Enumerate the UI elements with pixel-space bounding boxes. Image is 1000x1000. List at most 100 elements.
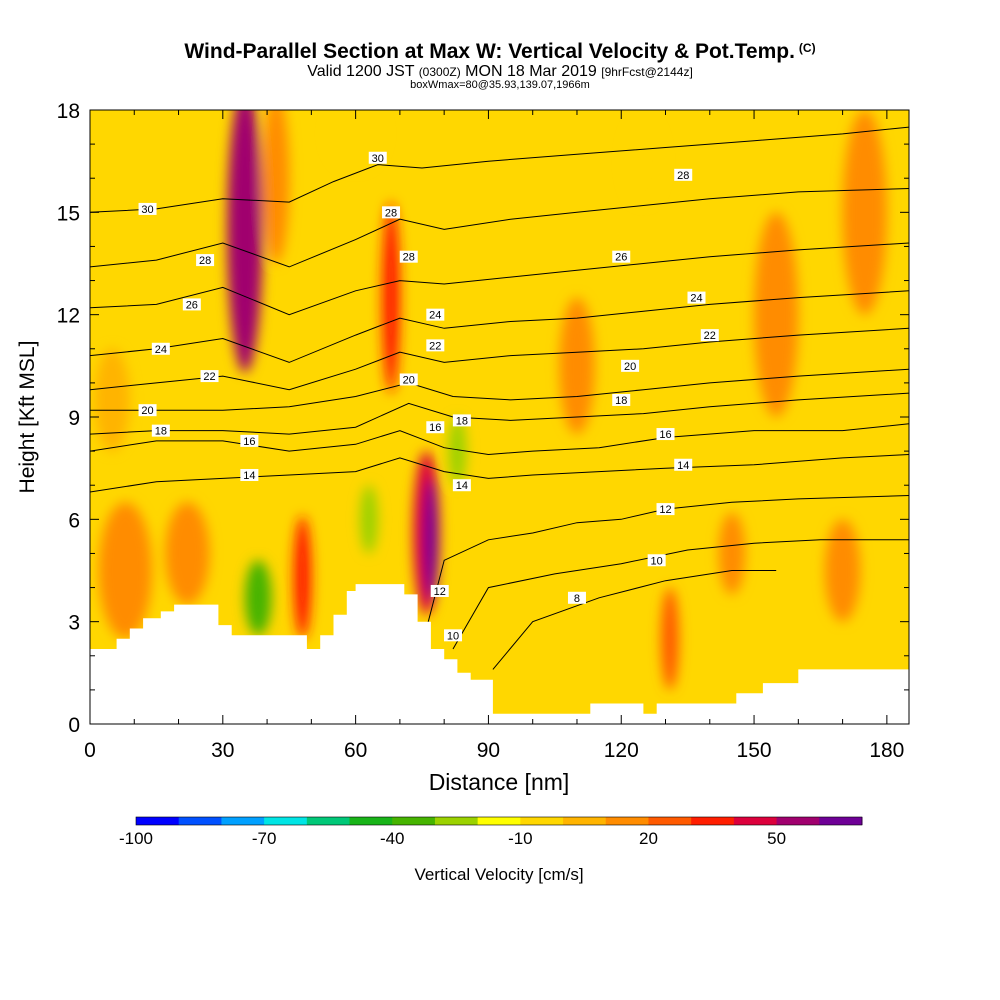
svg-text:30: 30 <box>372 153 384 165</box>
velocity-feature-10 <box>165 502 210 605</box>
forecast-info: [9hrFcst@2144z] <box>601 65 693 79</box>
colorbar-tick-5: 50 <box>767 829 786 848</box>
colorbar-swatch-8 <box>477 817 521 825</box>
isentrope-label-6: 18 <box>151 424 170 438</box>
velocity-feature-9 <box>98 502 152 639</box>
isentrope-label-3: 24 <box>151 342 170 356</box>
isentrope-16-4 <box>90 423 909 456</box>
isentrope-label-13: 22 <box>426 339 445 352</box>
velocity-feature-20 <box>94 348 130 452</box>
svg-text:22: 22 <box>429 340 441 352</box>
box-info: boxWmax=80@35.93,139.07,1966m <box>410 79 590 91</box>
svg-text:14: 14 <box>677 460 689 472</box>
isentrope-label-30: 28 <box>674 168 693 182</box>
svg-text:18: 18 <box>615 395 627 407</box>
colorbar-swatch-12 <box>648 817 692 825</box>
x-tick-label-1: 30 <box>211 739 234 762</box>
isentrope-label-12: 24 <box>426 308 445 322</box>
svg-text:28: 28 <box>199 255 211 267</box>
valid-prefix: Valid 1200 JST <box>307 63 415 80</box>
isentrope-label-5: 20 <box>138 404 157 417</box>
isentrope-label-21: 10 <box>647 554 666 567</box>
svg-text:14: 14 <box>243 470 255 482</box>
x-tick-label-5: 150 <box>737 739 772 762</box>
svg-text:20: 20 <box>141 405 153 417</box>
x-tick-label-4: 120 <box>604 739 639 762</box>
isentrope-label-2: 26 <box>182 298 201 311</box>
svg-text:24: 24 <box>690 293 702 305</box>
x-axis-label: Distance [nm] <box>429 769 570 795</box>
velocity-field-background <box>90 110 909 724</box>
isentrope-label-14: 20 <box>399 373 418 386</box>
svg-text:12: 12 <box>434 586 446 598</box>
velocity-feature-2 <box>382 202 400 394</box>
svg-text:22: 22 <box>203 371 215 383</box>
isentrope-label-19: 10 <box>444 629 463 642</box>
isentrope-label-16: 18 <box>452 414 471 427</box>
y-tick-label-2: 6 <box>68 509 80 532</box>
colorbar-swatch-13 <box>691 817 735 825</box>
isentrope-label-24: 16 <box>656 428 675 441</box>
isentrope-22-7 <box>90 327 909 391</box>
velocity-feature-8 <box>448 417 467 486</box>
colorbar-swatch-10 <box>563 817 607 825</box>
isentrope-label-0: 30 <box>138 202 157 216</box>
colorbar-swatch-4 <box>306 817 351 825</box>
svg-text:26: 26 <box>615 252 627 264</box>
colorbar-tick-2: -40 <box>380 829 405 848</box>
isentrope-14-3 <box>90 454 909 493</box>
isentrope-label-8: 14 <box>240 468 259 482</box>
svg-text:28: 28 <box>385 207 397 219</box>
isentrope-label-4: 22 <box>200 370 219 383</box>
valid-date: MON 18 Mar 2019 <box>465 63 597 80</box>
velocity-feature-15 <box>559 297 595 435</box>
isentrope-30-11 <box>90 126 909 213</box>
isentrope-24-8 <box>90 290 909 363</box>
chart-title: Wind-Parallel Section at Max W: Vertical… <box>184 40 795 63</box>
isentrope-label-27: 22 <box>700 329 719 342</box>
isentrope-label-28: 24 <box>687 291 706 305</box>
isentrope-label-11: 28 <box>399 250 418 264</box>
svg-text:18: 18 <box>456 415 468 427</box>
velocity-feature-16 <box>754 212 799 417</box>
svg-text:20: 20 <box>403 374 415 386</box>
valid-utc: (0300Z) <box>418 65 461 79</box>
svg-text:14: 14 <box>456 480 468 492</box>
isentrope-label-17: 14 <box>452 479 471 492</box>
svg-text:28: 28 <box>403 252 415 264</box>
y-axis-label: Height [Kft MSL] <box>16 341 39 494</box>
y-tick-label-5: 15 <box>57 202 80 225</box>
isentrope-8-0 <box>492 570 777 670</box>
colorbar-swatch-1 <box>178 817 222 825</box>
svg-text:16: 16 <box>659 429 671 441</box>
colorbar-swatch-16 <box>819 817 863 825</box>
colorbar-tick-1: -70 <box>252 829 277 848</box>
colorbar-swatch-2 <box>221 817 265 825</box>
isentrope-28-10 <box>90 188 909 268</box>
x-tick-label-0: 0 <box>84 739 96 762</box>
valid-time-line: Valid 1200 JST (0300Z) MON 18 Mar 2019 [… <box>0 64 1000 80</box>
velocity-feature-14 <box>262 110 290 264</box>
svg-text:20: 20 <box>624 361 636 373</box>
velocity-field <box>94 110 887 690</box>
colorbar-swatch-6 <box>392 817 436 825</box>
velocity-feature-3 <box>293 515 312 639</box>
isentrope-26-9 <box>90 242 909 316</box>
velocity-feature-18 <box>625 120 662 203</box>
isentrope-label-29: 26 <box>612 250 631 264</box>
y-tick-label-3: 9 <box>68 407 80 430</box>
svg-text:16: 16 <box>243 436 255 448</box>
velocity-feature-11 <box>661 587 679 690</box>
colorbar-tick-4: 20 <box>639 829 658 848</box>
isentrope-20-6 <box>90 368 909 411</box>
y-tick-label-4: 12 <box>57 305 80 328</box>
colorbar-swatch-0 <box>136 817 180 825</box>
svg-text:24: 24 <box>155 344 167 356</box>
isentrope-label-10: 28 <box>382 206 401 219</box>
isentrope-label-18: 12 <box>430 584 449 598</box>
colorbar: -100 -70 -40 -10 20 50 <box>119 816 863 848</box>
x-tick-label-3: 90 <box>477 739 500 762</box>
velocity-feature-12 <box>718 512 746 595</box>
title-block: Wind-Parallel Section at Max W: Vertical… <box>0 36 1000 91</box>
